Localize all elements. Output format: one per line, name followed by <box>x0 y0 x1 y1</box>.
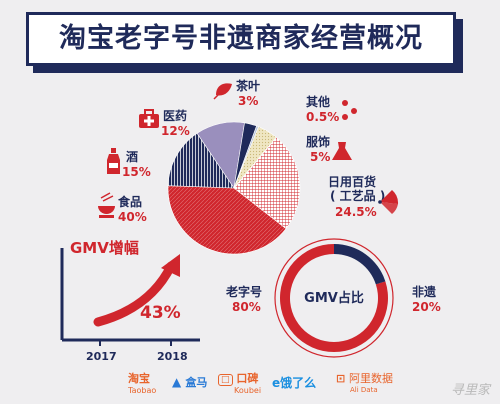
value-clothing: 5% <box>310 150 330 164</box>
value-medicine: 12% <box>161 124 190 138</box>
title-box: 淘宝老字号非遗商家经营概况 <box>26 12 456 66</box>
bowl-icon <box>98 192 115 218</box>
slice-food <box>167 185 287 255</box>
value-other: 0.5% <box>306 110 339 124</box>
dots-icon <box>342 100 357 120</box>
label-liquor: 酒 <box>126 150 138 164</box>
leaf-icon <box>213 83 232 100</box>
label-intangible-heritage: 非遗 <box>412 284 436 299</box>
fan-icon <box>378 190 399 214</box>
donut-outline <box>274 238 394 358</box>
growth-value: 43% <box>140 303 181 323</box>
koubei-logo: □ 口碑 Koubei <box>218 370 261 395</box>
label-time-honored: 老字号 <box>226 284 262 299</box>
label-crafts: ( 工艺品 ) <box>330 188 385 203</box>
category-pie <box>167 121 301 255</box>
slice-daily-goods <box>233 136 301 230</box>
donut-center-label: GMV占比 <box>304 290 364 306</box>
cross-icon <box>139 109 159 128</box>
hema-logo: ▲ 盒马 <box>172 375 208 389</box>
gmv-share-donut <box>274 238 394 358</box>
value-time-honored: 80% <box>232 300 261 314</box>
label-food: 食品 <box>117 194 142 209</box>
dress-icon <box>332 142 352 160</box>
value-liquor: 15% <box>122 165 151 179</box>
value-tea: 3% <box>238 94 258 108</box>
label-medicine: 医药 <box>163 108 187 123</box>
arrow-icon <box>93 254 180 327</box>
year-2017: 2017 <box>86 350 117 363</box>
label-tea: 茶叶 <box>235 78 260 93</box>
value-food: 40% <box>118 210 147 224</box>
page-title: 淘宝老字号非遗商家经营概况 <box>59 23 423 54</box>
year-2018: 2018 <box>157 350 188 363</box>
watermark: 寻里家 <box>450 383 490 398</box>
label-other: 其他 <box>306 94 330 109</box>
growth-title: GMV增幅 <box>70 239 139 257</box>
value-intangible-heritage: 20% <box>412 300 441 314</box>
slice-liquor <box>167 132 235 189</box>
growth-axes <box>60 248 200 346</box>
donut-slice-intangible-heritage <box>334 244 386 285</box>
value-daily-goods: 24.5% <box>335 205 377 219</box>
bottle-icon <box>107 148 120 174</box>
alidata-logo: ⊡ 阿里数据 Ali Data <box>336 372 394 394</box>
label-clothing: 服饰 <box>306 134 330 149</box>
eleme-logo: e饿了么 <box>272 376 317 390</box>
label-daily-goods: 日用百货 <box>328 174 376 189</box>
taobao-logo: 淘宝 Taobao <box>128 372 157 395</box>
